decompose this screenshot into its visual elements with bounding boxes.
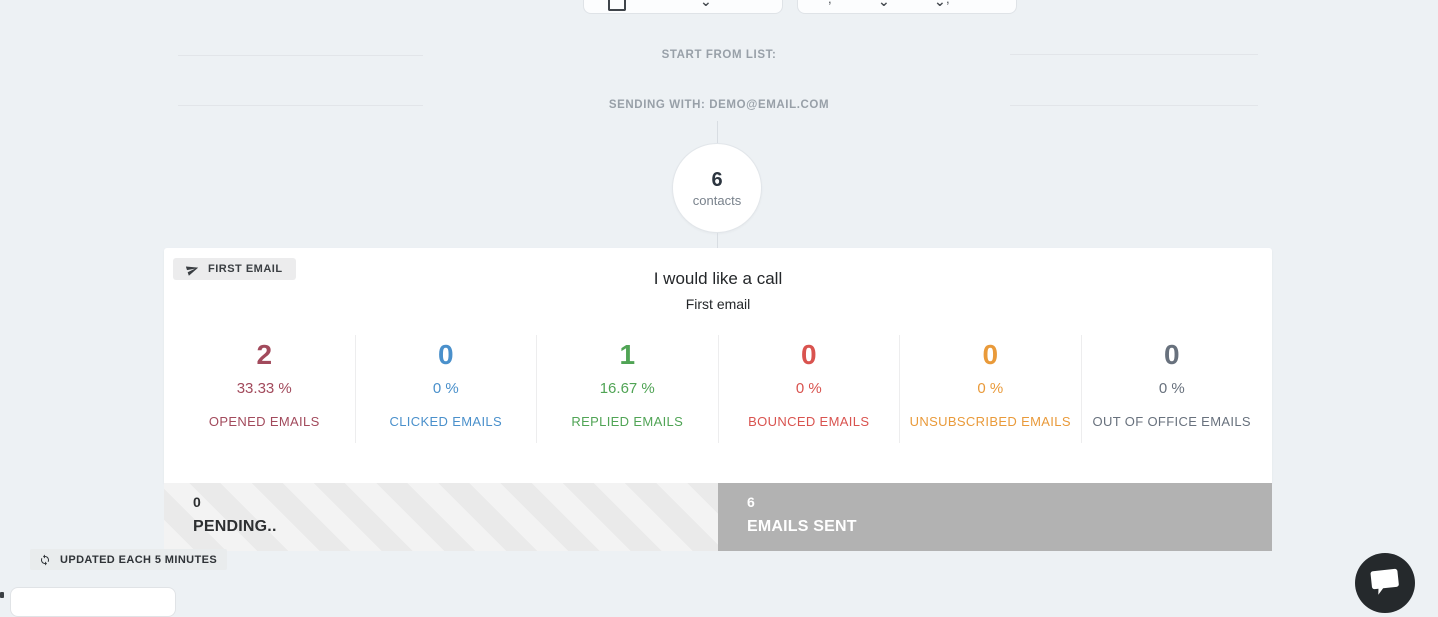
stat-percent: 0 % <box>977 380 1004 398</box>
stat-percent: 16.67 % <box>599 380 655 398</box>
chevron-down-icon: ⌄ <box>878 0 890 9</box>
sent-count: 6 <box>747 494 755 510</box>
connector-line <box>717 233 718 248</box>
stat-percent: 0 % <box>1158 380 1185 398</box>
stat-value: 0 <box>1163 339 1180 370</box>
stat-percent: 0 % <box>432 380 459 398</box>
refresh-icon <box>41 554 49 565</box>
pending-segment: 0 PENDING.. <box>164 483 718 551</box>
connector-line <box>717 121 718 143</box>
stat-label: OPENED EMAILS <box>208 414 320 430</box>
first-email-badge-label: FIRST EMAIL <box>208 263 283 275</box>
email-title: I would like a call <box>653 269 783 288</box>
stat-replied-emails: 1 16.67 % REPLIED EMAILS <box>536 335 718 444</box>
stat-unsubscribed-emails: 0 0 % UNSUBSCRIBED EMAILS <box>899 335 1081 444</box>
divider-line <box>178 105 423 106</box>
first-email-badge: FIRST EMAIL <box>173 258 296 280</box>
start-from-list-label: START FROM LIST: <box>661 49 777 61</box>
stat-label: UNSUBSCRIBED EMAILS <box>909 414 1071 430</box>
stat-value: 0 <box>437 339 454 370</box>
sending-with-label: SENDING WITH: DEMO@EMAIL.COM <box>608 99 830 111</box>
schedule-dropdown-button[interactable]: ⌄ <box>583 0 783 14</box>
envelope-icon <box>608 0 626 11</box>
stat-opened-emails: 2 33.33 % OPENED EMAILS <box>174 335 355 443</box>
sending-days-dropdown-button[interactable]: , ⌄ ⌄ , <box>797 0 1017 14</box>
updated-each-badge: UPDATED EACH 5 MINUTES <box>30 549 228 570</box>
sent-label: EMAILS SENT <box>747 517 857 535</box>
chevron-down-icon: ⌄ <box>934 0 946 9</box>
sent-segment: 6 EMAILS SENT <box>718 483 1272 551</box>
stat-value: 1 <box>619 339 636 370</box>
stat-clicked-emails: 0 0 % CLICKED EMAILS <box>354 335 537 444</box>
chevron-down-icon: ⌄ <box>700 0 712 9</box>
stat-label: OUT OF OFFICE EMAILS <box>1092 414 1251 430</box>
pending-count: 0 <box>193 494 201 510</box>
chat-widget-button[interactable] <box>1355 553 1415 613</box>
contacts-label: contacts <box>692 192 742 208</box>
contacts-circle: 6 contacts <box>672 143 762 233</box>
stat-value: 2 <box>256 339 273 370</box>
stat-bounced-emails: 0 0 % BOUNCED EMAILS <box>717 335 900 444</box>
send-progress-bar: 0 PENDING.. 6 EMAILS SENT <box>164 483 1272 551</box>
text-fragment: , <box>828 0 832 6</box>
email-step-card: FIRST EMAIL I would like a call First em… <box>164 248 1272 483</box>
divider-line <box>178 55 423 56</box>
corner-glyph-fragment <box>0 592 4 598</box>
stat-label: REPLIED EMAILS <box>571 414 684 430</box>
paper-plane-icon <box>186 266 199 276</box>
stat-percent: 0 % <box>795 380 822 398</box>
stat-value: 0 <box>982 339 999 370</box>
stat-percent: 33.33 % <box>236 380 292 398</box>
contacts-count: 6 <box>711 168 723 191</box>
stat-label: BOUNCED EMAILS <box>748 414 870 430</box>
divider-line <box>1010 54 1258 55</box>
email-stats-row: 2 33.33 % OPENED EMAILS 0 0 % CLICKED EM… <box>174 335 1263 444</box>
text-fragment: , <box>946 0 950 6</box>
bottom-panel-button[interactable] <box>10 587 176 617</box>
chat-bubble-icon <box>1370 568 1399 595</box>
divider-line <box>1010 105 1258 106</box>
email-subtitle: First email <box>685 296 751 312</box>
stat-out-of-office-emails: 0 0 % OUT OF OFFICE EMAILS <box>1080 335 1263 444</box>
stat-value: 0 <box>800 339 817 370</box>
stat-label: CLICKED EMAILS <box>389 414 503 430</box>
updated-each-label: UPDATED EACH 5 MINUTES <box>60 553 218 566</box>
pending-label: PENDING.. <box>193 517 277 535</box>
